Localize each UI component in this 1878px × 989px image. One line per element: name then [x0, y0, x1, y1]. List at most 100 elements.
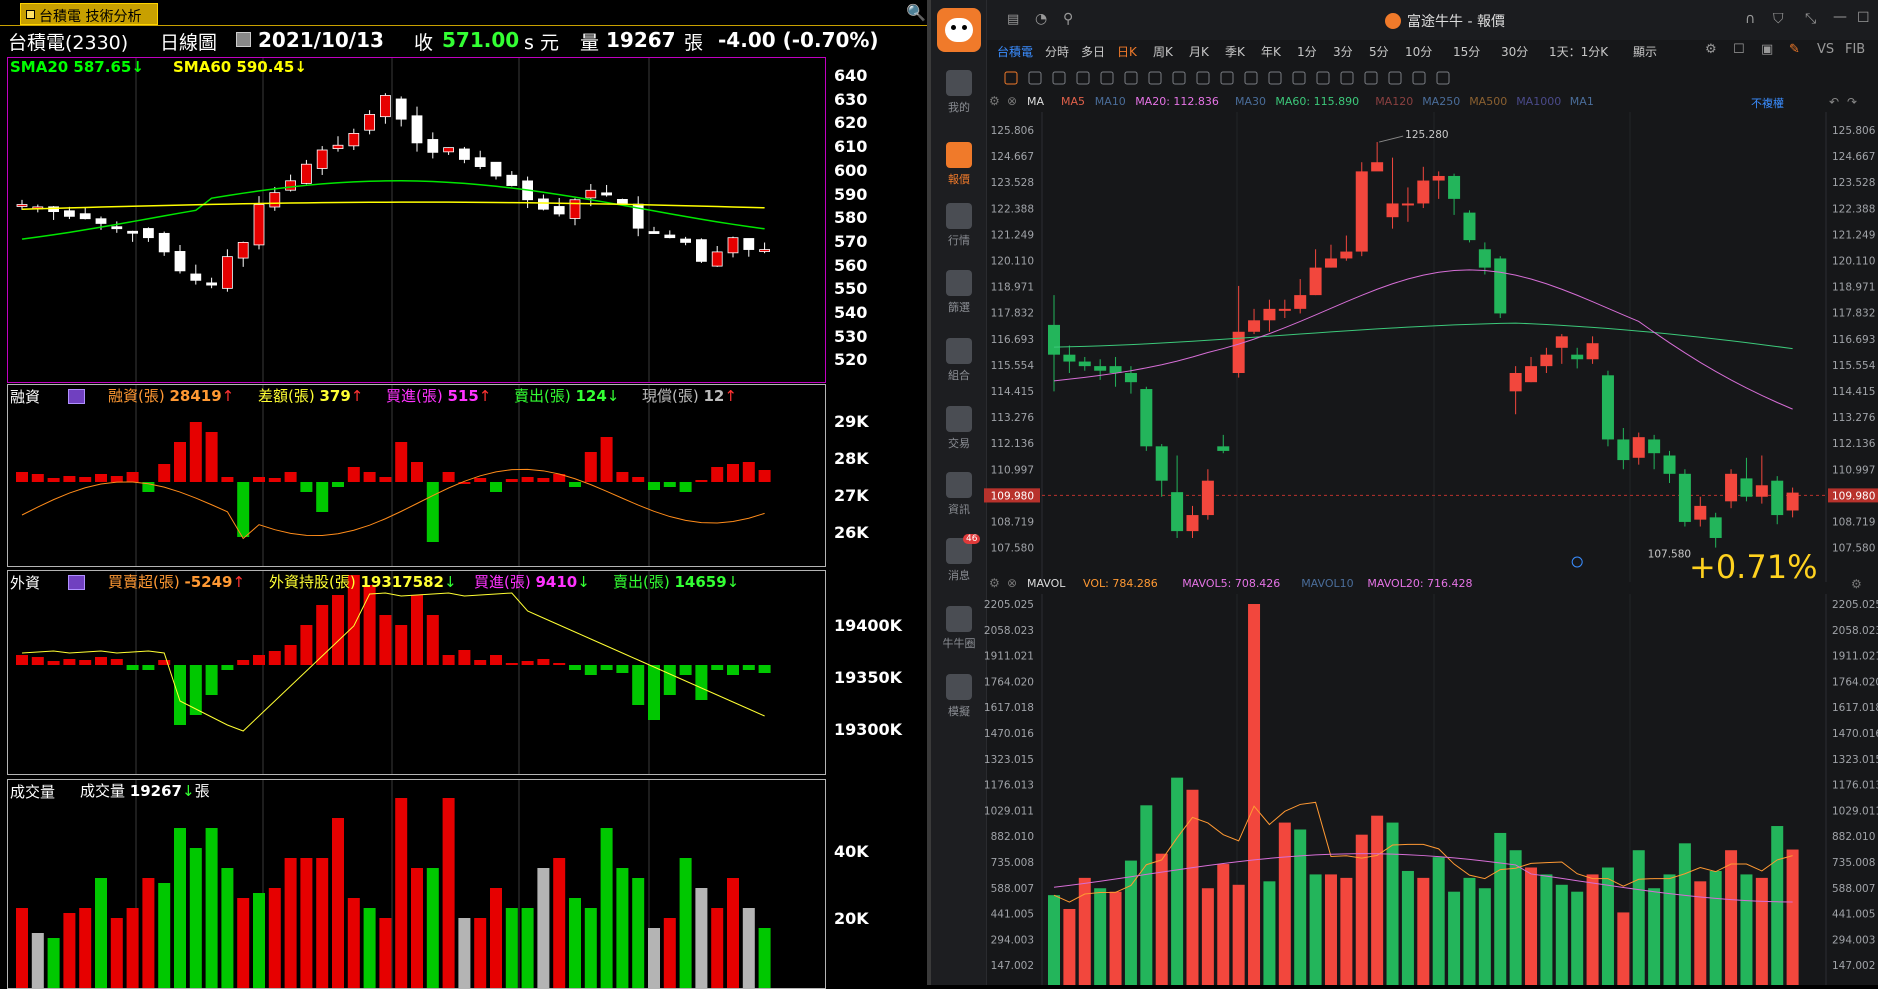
volume-bar: [1755, 877, 1768, 985]
close-icon[interactable]: ⊗: [1007, 94, 1018, 108]
list-icon[interactable]: [68, 389, 85, 404]
change-value: -4.00 (-0.70%): [718, 28, 879, 52]
vol-tick-label-left: 735.008: [991, 857, 1034, 869]
fib-icon[interactable]: FIB: [1845, 42, 1866, 57]
sidebar-item-message[interactable]: 消息 46: [931, 534, 987, 583]
ma-legend-item[interactable]: MA500: [1469, 95, 1508, 108]
tab-period[interactable]: 月K: [1189, 45, 1209, 59]
vol-legend-item[interactable]: VOL: 784.286: [1083, 577, 1158, 590]
window-tab[interactable]: 台積電 技術分析: [20, 3, 158, 25]
high-label: 125.280: [1405, 129, 1448, 141]
shirt-icon[interactable]: ⛉: [1773, 11, 1784, 27]
tab-period[interactable]: 年K: [1261, 45, 1281, 59]
list-icon[interactable]: [68, 575, 85, 590]
window-divider[interactable]: [927, 0, 931, 985]
volume-bar: [158, 883, 171, 988]
sidebar-item-filter[interactable]: 篩選: [931, 270, 987, 315]
volume-bar: [411, 868, 423, 988]
settings-icon[interactable]: ⚙: [1705, 42, 1717, 57]
candle-body: [1124, 373, 1137, 383]
ma-legend-item[interactable]: MA120: [1375, 95, 1414, 108]
maximize-icon[interactable]: ☐: [1857, 10, 1870, 26]
foreign-panel[interactable]: 外資 買賣超(張) -5249↑ 外資持股(張) 19317582↓ 買進(張) 9…: [7, 570, 826, 775]
ma-legend-item[interactable]: MA5: [1061, 95, 1086, 108]
candle-body: [1786, 492, 1799, 511]
portfolio-icon: [946, 338, 972, 364]
pencil-icon[interactable]: ✎: [1789, 42, 1800, 57]
close-icon[interactable]: ⊗: [1007, 576, 1018, 590]
tab-period[interactable]: 多日: [1081, 45, 1106, 59]
foreign-bar: [268, 651, 281, 665]
sidebar-item-quote[interactable]: 報價: [931, 142, 987, 187]
sidebar-item-community[interactable]: 牛牛圈: [931, 606, 987, 651]
vol-tick-label-right: 441.005: [1832, 909, 1875, 921]
settings-icon[interactable]: ⚙: [989, 576, 1000, 590]
ma-legend-item[interactable]: MA20: 112.836: [1135, 95, 1219, 108]
sidebar-item-trade[interactable]: 交易: [931, 406, 987, 451]
tab-period[interactable]: 分時: [1045, 45, 1070, 59]
ma-legend-item[interactable]: MA1000: [1516, 95, 1562, 108]
ma-legend-item[interactable]: MA1: [1569, 95, 1594, 108]
margin-panel[interactable]: 融資 融資(張) 28419↑ 差額(張) 379↑ 買進(張) 515↑ 賣出(張)…: [7, 384, 826, 567]
settings-icon[interactable]: ⚙: [989, 94, 1000, 108]
tab-period[interactable]: 30分: [1501, 45, 1529, 59]
headset-icon[interactable]: ∩: [1745, 11, 1756, 27]
tab-period[interactable]: 季K: [1225, 45, 1245, 59]
vol-legend-item[interactable]: MAVOL10: [1301, 577, 1354, 590]
volume-bar: [174, 828, 186, 988]
tab-period[interactable]: 1分: [1297, 45, 1317, 59]
redo-icon[interactable]: ↷: [1847, 95, 1858, 109]
candle-body: [490, 161, 502, 177]
volume-bar: [1525, 867, 1538, 985]
undo-icon[interactable]: ↶: [1829, 95, 1840, 109]
sidebar-item-market[interactable]: 行情: [931, 203, 987, 248]
foreign-bar: [426, 615, 439, 665]
bell-icon[interactable]: ◔: [1035, 11, 1048, 27]
draw-tool-icon: [1364, 71, 1378, 85]
vol-legend-item[interactable]: MAVOL20: 716.428: [1367, 577, 1473, 590]
tab-period[interactable]: 3分: [1333, 45, 1353, 59]
camera-icon[interactable]: ▣: [1761, 42, 1774, 57]
foreign-bar: [553, 663, 566, 665]
mavol-name[interactable]: MAVOL: [1027, 577, 1066, 590]
candle-body: [221, 256, 233, 289]
tab-period[interactable]: 10分: [1405, 45, 1433, 59]
tab-period[interactable]: 1天：1分K: [1549, 45, 1609, 59]
tab-period[interactable]: 顯示: [1633, 45, 1658, 59]
ma-legend-item[interactable]: MA60: 115.890: [1275, 95, 1360, 108]
settings-icon[interactable]: ⚙: [1851, 577, 1862, 591]
k-chart[interactable]: 125.806 125.806 124.667 124.667 123.528 123.5…: [931, 112, 1878, 582]
dashboard-icon[interactable]: ▤: [1007, 12, 1020, 27]
zoom-icon[interactable]: 🔍: [906, 3, 926, 22]
tab-period[interactable]: 台積電: [997, 45, 1034, 59]
candle-body: [285, 180, 297, 191]
tab-period[interactable]: 周K: [1153, 45, 1173, 59]
ma-legend-item[interactable]: MA30: [1235, 95, 1267, 108]
square-icon[interactable]: ☐: [1733, 42, 1745, 57]
volume-bar: [363, 908, 376, 988]
sidebar-item-user[interactable]: 我的: [931, 70, 987, 115]
shrink-icon[interactable]: ⤡: [1805, 11, 1817, 27]
tab-period[interactable]: 15分: [1453, 45, 1481, 59]
price-panel[interactable]: SMA20 587.65↓ SMA60 590.45↓: [7, 57, 826, 383]
minimize-icon[interactable]: —: [1833, 9, 1847, 25]
foreign-bar: [379, 615, 392, 665]
margin-bar: [727, 464, 739, 482]
volume-panel[interactable]: 成交量 成交量 19267↓張: [7, 779, 826, 989]
vol-legend-item[interactable]: MAVOL5: 708.426: [1182, 577, 1281, 590]
sidebar-item-portfolio[interactable]: 組合: [931, 338, 987, 383]
tab-period[interactable]: 5分: [1369, 45, 1389, 59]
no-adjust-button[interactable]: 不複權: [1751, 97, 1784, 110]
sidebar-item-simulate[interactable]: 模擬: [931, 674, 987, 719]
dropdown-icon[interactable]: [236, 32, 251, 47]
sidebar-item-news[interactable]: 資訊: [931, 472, 987, 517]
ma-legend-item[interactable]: MA250: [1422, 95, 1461, 108]
tab-period[interactable]: 日K: [1117, 45, 1137, 59]
search-icon[interactable]: ⚲: [1063, 11, 1074, 27]
candle-body: [1632, 437, 1645, 458]
ma-name[interactable]: MA: [1027, 95, 1045, 108]
vs-icon[interactable]: VS: [1817, 42, 1835, 57]
ma-legend-item[interactable]: MA10: [1094, 95, 1126, 108]
volume-bar: [1386, 822, 1399, 985]
candle-body: [759, 249, 770, 252]
